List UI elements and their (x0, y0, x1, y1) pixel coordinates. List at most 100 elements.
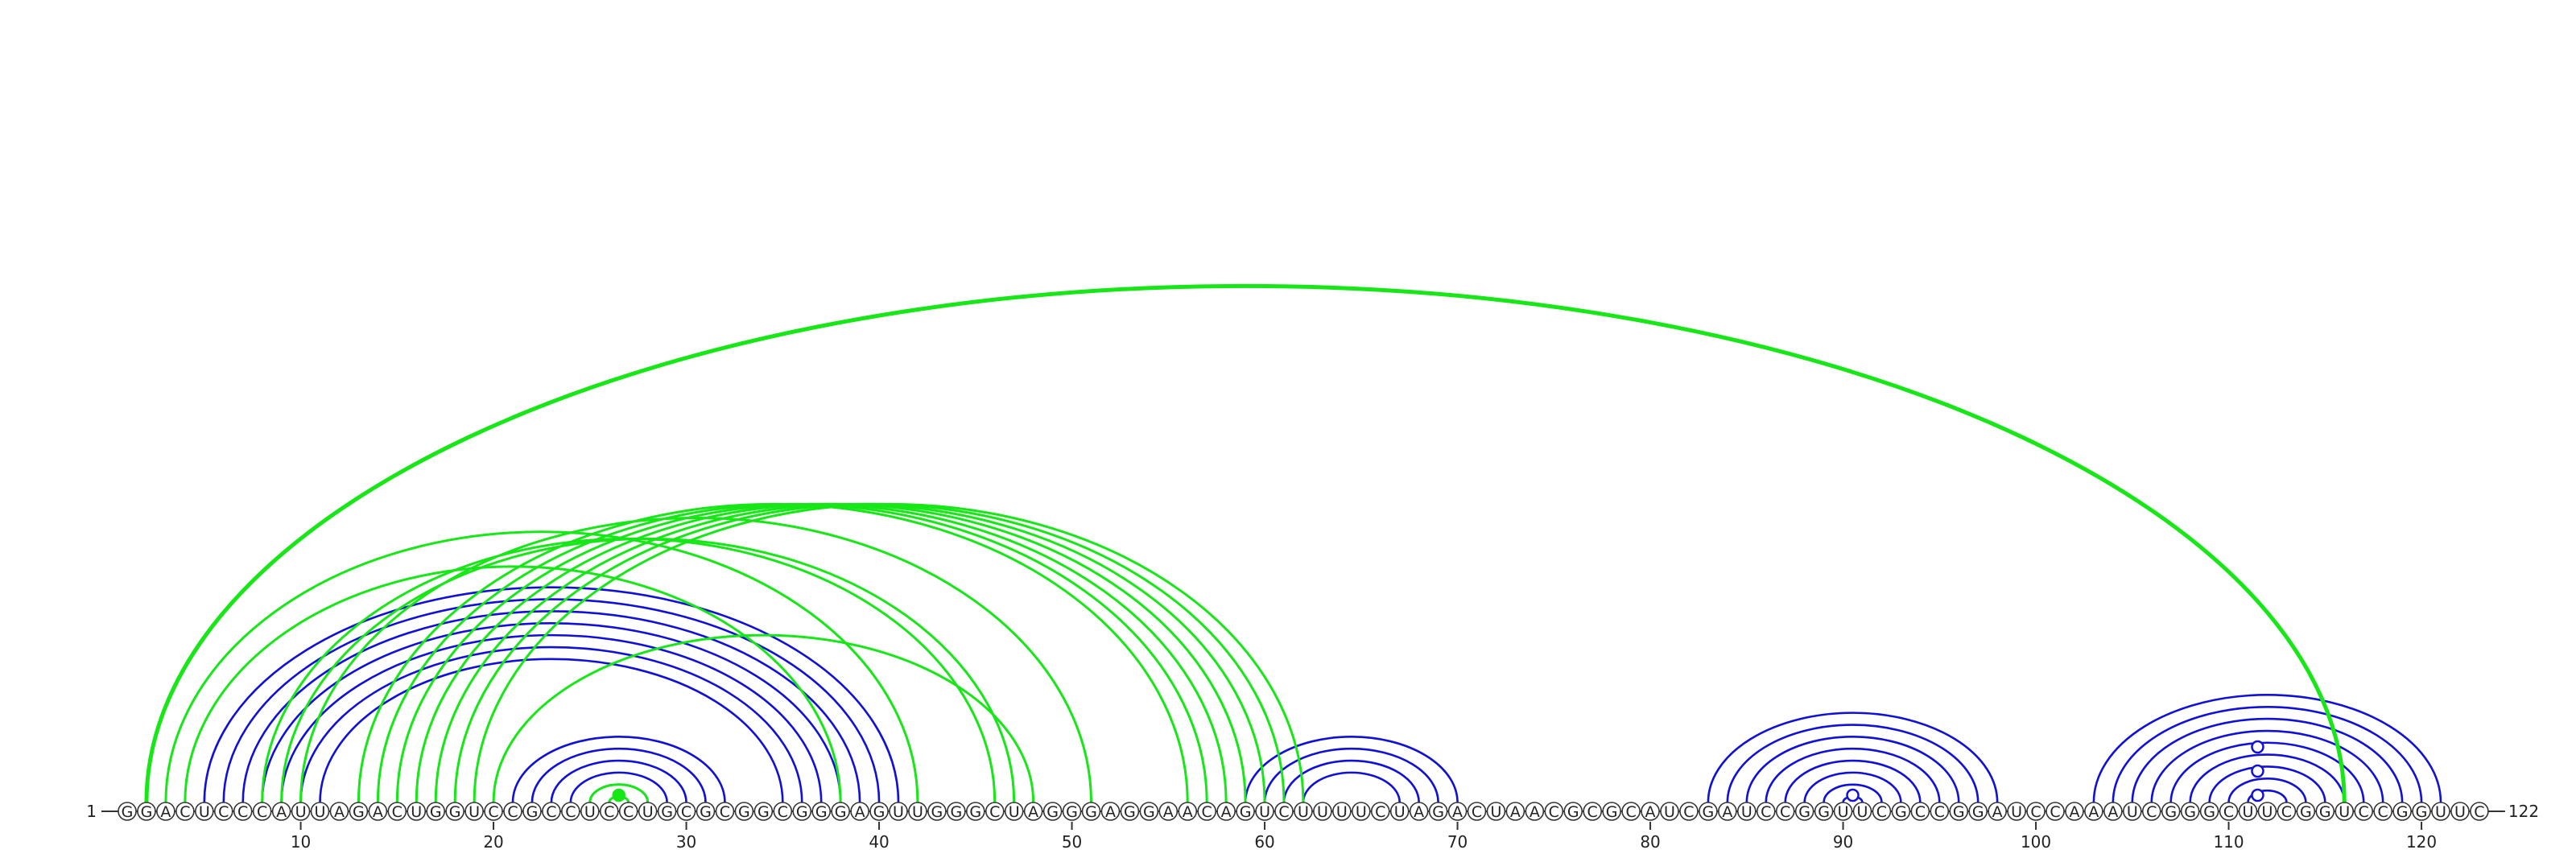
nucleotide: U (2431, 802, 2450, 821)
nucleotide: A (368, 802, 388, 821)
blue-arc (1726, 724, 1979, 803)
nucleotide: A (1505, 802, 1525, 821)
nucleotide-circle (2373, 802, 2392, 821)
nucleotide-circle (1949, 802, 1969, 821)
blue-arc (2208, 765, 2326, 803)
nucleotide: C (1930, 802, 1950, 821)
nucleotide-circle (1930, 802, 1950, 821)
nucleotide-circle (310, 802, 330, 821)
nucleotide: C (1910, 802, 1930, 821)
nucleotide: A (1447, 802, 1468, 821)
nucleotide: U (1486, 802, 1506, 821)
nucleotide-letter: G (950, 803, 962, 821)
nucleotide-circle (734, 802, 754, 821)
nucleotide: C (1775, 802, 1795, 821)
nucleotide-letter: C (565, 803, 576, 821)
nucleotide: G (522, 802, 542, 821)
nucleotide: A (850, 802, 869, 821)
nucleotide-circle (1660, 802, 1679, 821)
nucleotide-circle (1563, 802, 1583, 821)
nucleotide-letter: G (2300, 803, 2312, 821)
nucleotide: C (676, 802, 696, 821)
nucleotide: U (1737, 802, 1757, 821)
nucleotide-circle (869, 802, 889, 821)
nucleotide: A (1216, 802, 1236, 821)
nucleotide: G (2412, 802, 2431, 821)
nucleotide-circle (1737, 802, 1757, 821)
nucleotide: C (2470, 802, 2489, 821)
nucleotide-circle (1988, 802, 2007, 821)
tick-label: 40 (869, 832, 889, 852)
nucleotide-letter: C (623, 803, 634, 821)
nucleotide: A (1641, 802, 1660, 821)
nucleotide: U (889, 802, 908, 821)
nucleotide: C (2373, 802, 2392, 821)
nucleotide-circle (753, 802, 774, 821)
nucleotide: U (1294, 802, 1313, 821)
nucleotide: U (2007, 802, 2026, 821)
nucleotide-circle (2296, 802, 2316, 821)
nucleotide-circle (1583, 802, 1602, 821)
blue-arc (1282, 759, 1420, 803)
nucleotide: G (947, 802, 966, 821)
nucleotide: C (1467, 802, 1487, 821)
nucleotide: C (484, 802, 503, 821)
tick-label: 20 (483, 832, 503, 852)
nucleotide-circle (542, 802, 561, 821)
nucleotide-letter: G (526, 803, 539, 821)
nucleotide-letter: C (546, 803, 556, 821)
nucleotide-letter: C (218, 803, 229, 821)
nucleotide-letter: G (1124, 803, 1136, 821)
nucleotide-letter: G (835, 803, 847, 821)
nucleotide-letter: U (1857, 803, 1868, 821)
nucleotide-circle (1679, 802, 1699, 821)
blue-arc (242, 610, 861, 803)
nucleotide: A (1178, 802, 1198, 821)
nucleotide-circle (1236, 802, 1255, 821)
nucleotide: G (1602, 802, 1621, 821)
nucleotide-letter: U (1490, 803, 1501, 821)
nucleotide-letter: G (1818, 803, 1830, 821)
nucleotide-letter: U (1394, 803, 1406, 821)
nucleotide-letter: G (1972, 803, 1984, 821)
nucleotide-circle (1794, 802, 1814, 821)
nucleotide-circle (676, 802, 696, 821)
end-label: 122 (2508, 802, 2539, 821)
nucleotide-circle (426, 802, 446, 821)
nucleotide-letter: G (2416, 803, 2428, 821)
nucleotide-letter: U (2261, 803, 2273, 821)
nucleotide-circle (2065, 802, 2084, 821)
nucleotide-letter: C (1625, 803, 1636, 821)
nucleotide: G (966, 802, 985, 821)
nucleotide-letter: C (1202, 803, 1212, 821)
nucleotide-circle (657, 802, 677, 821)
nucleotide-letter: G (353, 803, 365, 821)
nucleotide-circle (2141, 802, 2161, 821)
nucleotide-letter: A (1221, 803, 1232, 821)
nucleotide-circle (696, 802, 716, 821)
nucleotide-circle (1486, 802, 1506, 821)
tick-label: 50 (1062, 832, 1082, 852)
nucleotide-circle (1910, 802, 1930, 821)
nucleotide-letter: G (1703, 803, 1715, 821)
blue-arc (2169, 741, 2365, 803)
blue-arc (2247, 789, 2288, 803)
nucleotide: C (233, 802, 253, 821)
nucleotide-letter: G (873, 803, 886, 821)
nucleotide: G (811, 802, 832, 821)
nucleotide-circle (1062, 802, 1082, 821)
nucleotide-letter: C (2378, 803, 2388, 821)
nucleotide-circle (175, 802, 195, 821)
nucleotide-letter: U (2127, 803, 2138, 821)
nucleotide: G (792, 802, 812, 821)
blue-arc (1803, 771, 1902, 803)
nucleotide-circle (1505, 802, 1525, 821)
nucleotide-letter: G (2203, 803, 2215, 821)
nucleotide-circle (233, 802, 253, 821)
nucleotide: C (715, 802, 735, 821)
nucleotide: U (1852, 802, 1872, 821)
nucleotide-letter: G (1046, 803, 1059, 821)
nucleotide-circle (1775, 802, 1795, 821)
nucleotide: G (1949, 802, 1969, 821)
